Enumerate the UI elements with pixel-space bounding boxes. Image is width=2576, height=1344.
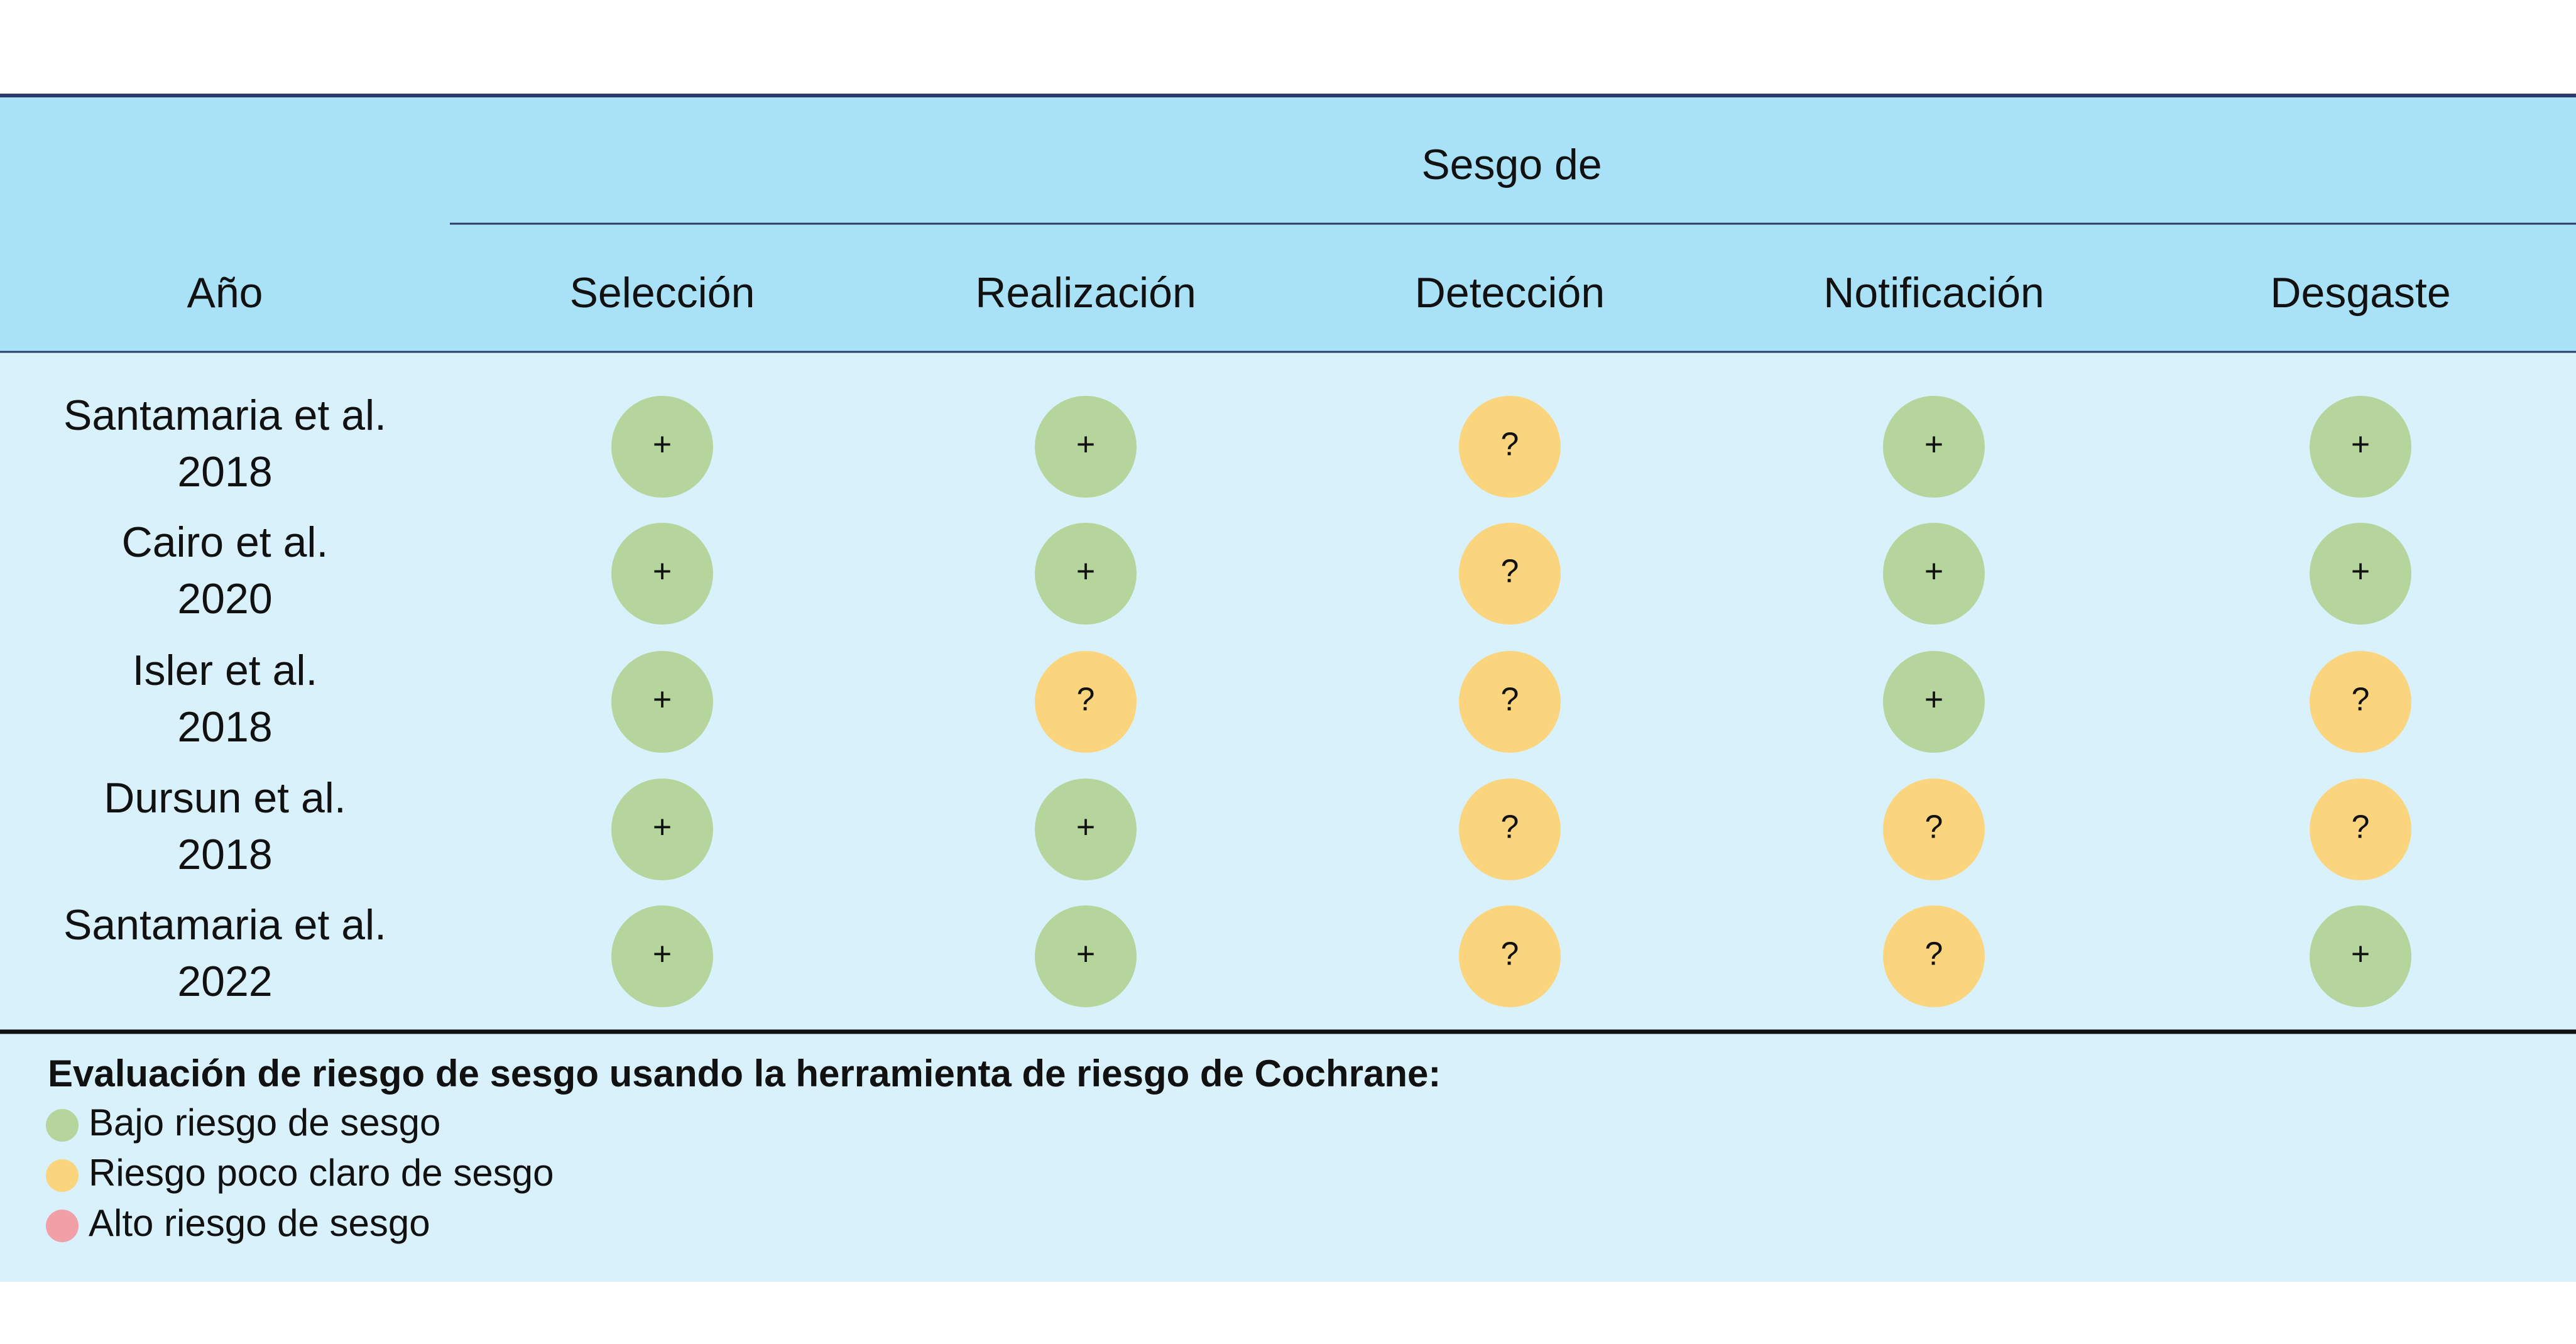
rating-symbol: +	[653, 554, 672, 590]
rating-symbol: ?	[1501, 682, 1519, 718]
study-year: 2018	[177, 703, 272, 751]
rating-circle	[1035, 523, 1137, 625]
rating-circle	[1035, 651, 1137, 753]
rating-circle	[1035, 396, 1137, 498]
rating-circle	[1883, 779, 1985, 880]
rating-circle	[1035, 905, 1137, 1007]
rating-circle	[1035, 779, 1137, 880]
column-header: Selección	[570, 269, 755, 317]
rating-symbol: ?	[1501, 554, 1519, 590]
rating-circle	[611, 779, 713, 880]
rating-symbol: ?	[2352, 809, 2370, 846]
rating-symbol: +	[2351, 427, 2370, 463]
rating-symbol: +	[1076, 427, 1095, 463]
study-year: 2018	[177, 831, 272, 878]
rating-symbol: ?	[1925, 809, 1943, 846]
rating-symbol: ?	[1501, 936, 1519, 973]
rating-symbol: +	[1924, 682, 1943, 718]
rating-symbol: +	[1076, 936, 1095, 973]
column-header: Notificación	[1823, 269, 2044, 317]
rating-symbol: ?	[1501, 809, 1519, 846]
rating-symbol: +	[1924, 554, 1943, 590]
rating-symbol: +	[653, 682, 672, 718]
rating-symbol: +	[653, 936, 672, 973]
rating-circle	[1883, 651, 1985, 753]
study-year: 2018	[177, 448, 272, 496]
rating-symbol: +	[1076, 809, 1095, 846]
legend-swatch	[46, 1159, 79, 1192]
study-name: Santamaria et al.	[63, 391, 386, 439]
rating-symbol: +	[1924, 427, 1943, 463]
rating-circle	[611, 523, 713, 625]
study-year: 2020	[177, 575, 272, 623]
study-year: 2022	[177, 958, 272, 1005]
rating-circle	[611, 651, 713, 753]
rating-circle	[2310, 779, 2411, 880]
rating-symbol: +	[653, 427, 672, 463]
rating-circle	[2310, 905, 2411, 1007]
study-name: Cairo et al.	[122, 518, 329, 566]
rating-circle	[1459, 523, 1561, 625]
rating-symbol: ?	[1077, 682, 1095, 718]
rating-circle	[1883, 396, 1985, 498]
rating-symbol: ?	[1501, 427, 1519, 463]
rating-circle	[1883, 523, 1985, 625]
rating-circle	[2310, 396, 2411, 498]
legend-label: Riesgo poco claro de sesgo	[89, 1152, 554, 1194]
rating-circle	[1459, 779, 1561, 880]
group-label: Sesgo de	[1421, 141, 1602, 188]
rating-symbol: +	[2351, 936, 2370, 973]
column-header: Desgaste	[2270, 269, 2450, 317]
body-band	[0, 352, 2576, 1282]
legend-label: Alto riesgo de sesgo	[89, 1202, 430, 1244]
rating-circle	[2310, 523, 2411, 625]
rating-circle	[1459, 396, 1561, 498]
column-header: Realización	[975, 269, 1196, 317]
legend-swatch	[46, 1210, 79, 1242]
rating-circle	[611, 396, 713, 498]
rating-symbol: +	[1076, 554, 1095, 590]
column-header: Detección	[1415, 269, 1605, 317]
rating-symbol: +	[653, 809, 672, 846]
rating-circle	[611, 905, 713, 1007]
study-name: Santamaria et al.	[63, 901, 386, 949]
rating-symbol: ?	[2352, 682, 2370, 718]
rating-circle	[1459, 905, 1561, 1007]
legend-title: Evaluación de riesgo de sesgo usando la …	[48, 1052, 1441, 1095]
rating-circle	[1883, 905, 1985, 1007]
legend-label: Bajo riesgo de sesgo	[89, 1101, 440, 1144]
column-header: Año	[187, 269, 263, 317]
rating-circle	[2310, 651, 2411, 753]
rating-symbol: +	[2351, 554, 2370, 590]
rating-symbol: ?	[1925, 936, 1943, 973]
rating-circle	[1459, 651, 1561, 753]
legend-swatch	[46, 1109, 79, 1142]
study-name: Dursun et al.	[104, 774, 346, 822]
study-name: Isler et al.	[133, 647, 318, 694]
